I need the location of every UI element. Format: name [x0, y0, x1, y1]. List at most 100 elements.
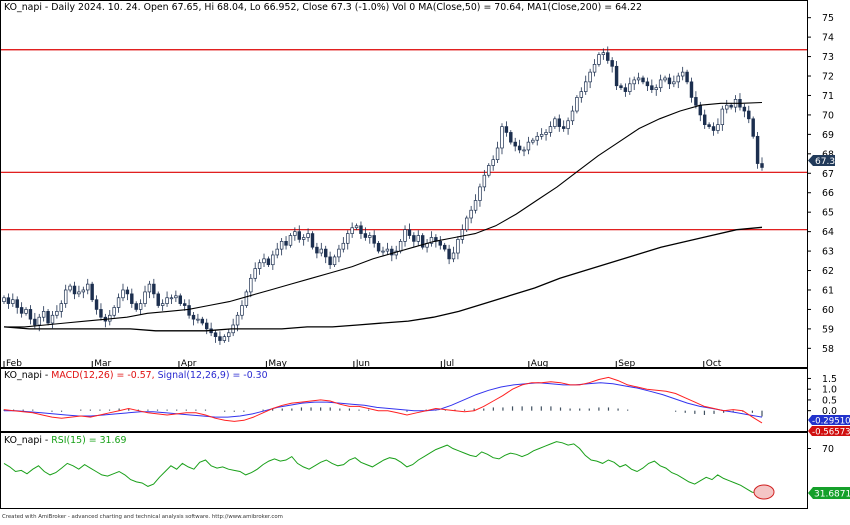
- candle-body-up: [24, 309, 28, 314]
- candle: [407, 223, 412, 239]
- month-label: May: [268, 359, 287, 369]
- candle: [702, 109, 707, 129]
- candle: [262, 253, 266, 268]
- candle: [689, 77, 694, 103]
- candle-body-down: [315, 246, 319, 254]
- candle-body-up: [456, 239, 460, 254]
- month-label: Feb: [6, 359, 22, 369]
- candle-body-down: [509, 132, 513, 143]
- price-tick-label: 60: [822, 305, 834, 316]
- candle-body-down: [328, 256, 332, 266]
- candle-body-up: [41, 311, 46, 318]
- candle-body-up: [108, 314, 112, 322]
- candle: [288, 233, 293, 248]
- price-tick-label: 61: [822, 285, 834, 296]
- candle-body-down: [363, 233, 368, 238]
- candle: [125, 286, 130, 301]
- candle-body-down: [711, 126, 716, 131]
- candle-body-down: [130, 293, 134, 304]
- candle: [676, 72, 680, 89]
- candle: [548, 121, 553, 137]
- candle: [368, 232, 372, 244]
- candle-body-down: [191, 314, 196, 320]
- month-label: Aug: [531, 359, 549, 369]
- candle: [645, 77, 650, 91]
- candle-body-up: [716, 124, 720, 131]
- candle-body-up: [495, 147, 500, 161]
- candle-body-up: [59, 303, 64, 312]
- candle: [561, 120, 566, 132]
- signal-readout: Signal(12,26,9) = -0.30: [158, 370, 268, 381]
- month-label: Apr: [181, 359, 197, 369]
- candle-body-down: [200, 318, 205, 324]
- candle-body-down: [729, 104, 733, 108]
- candle: [346, 230, 350, 250]
- price-header: KO_napi - Daily 2024. 10. 24. Open 67.65…: [4, 2, 642, 13]
- candle: [469, 205, 473, 224]
- candle-body-up: [403, 229, 407, 242]
- candle-body-down: [610, 60, 614, 67]
- candle: [77, 285, 81, 298]
- candle-body-up: [658, 79, 663, 89]
- candle-body-down: [359, 225, 363, 234]
- moving-average-lines: [3, 101, 763, 332]
- candle-body-down: [606, 52, 610, 61]
- candle: [707, 122, 711, 129]
- candle-body-down: [685, 71, 689, 83]
- last-price-tag-shape: [808, 155, 835, 166]
- price-tick-label: 75: [822, 13, 834, 24]
- candle: [2, 295, 6, 304]
- candle-body-up: [663, 77, 667, 81]
- candle-body-up: [279, 241, 284, 250]
- candle-body-up: [368, 235, 372, 238]
- date-axis: Feb Mar Apr May Jun Jul Aug Sep Oct: [3, 359, 722, 369]
- candle-body-down: [33, 318, 37, 326]
- candle-body-down: [90, 283, 94, 301]
- signal-value-tag-text: -0.29510: [812, 417, 850, 427]
- candle-body-down: [218, 336, 222, 341]
- price-tick-label: 58: [822, 344, 834, 355]
- ma50-line: [4, 101, 763, 328]
- candle-body-up: [249, 277, 253, 293]
- candle-body-down: [15, 299, 19, 308]
- candle: [94, 295, 99, 315]
- footer-credit: Created with AmiBroker - advanced charti…: [2, 514, 283, 520]
- candle-body-up: [293, 231, 297, 236]
- candle: [271, 250, 275, 270]
- candle-body-up: [55, 311, 59, 316]
- candle-body-down: [619, 85, 623, 89]
- price-tick-label: 73: [822, 52, 834, 63]
- candle-body-up: [469, 209, 473, 219]
- candle-body-up: [11, 299, 15, 304]
- candle-body-down: [447, 248, 451, 260]
- candle: [90, 281, 94, 303]
- candle: [742, 103, 747, 118]
- candle-body-down: [213, 332, 218, 338]
- candle-body-up: [579, 91, 584, 98]
- candle: [526, 136, 531, 155]
- candle: [491, 155, 495, 171]
- candle-body-up: [350, 227, 354, 234]
- macd-tick-label: 1.5: [822, 374, 837, 385]
- macd-line: [3, 376, 763, 424]
- candle-body-up: [566, 120, 570, 129]
- candle-body-up: [500, 126, 504, 149]
- candle: [63, 284, 68, 308]
- candle-body-up: [262, 258, 266, 264]
- candle-body-down: [156, 293, 160, 306]
- macd-pane-frame: [0, 368, 808, 432]
- candle: [385, 242, 390, 255]
- candle-body-up: [271, 254, 275, 266]
- candle-body-down: [407, 229, 412, 236]
- candle-body-up: [121, 289, 125, 299]
- candle: [323, 245, 328, 264]
- candle-body-up: [385, 248, 390, 252]
- candle: [487, 163, 491, 178]
- macd-axis: 1.51.00.50.0: [807, 374, 837, 417]
- price-tick-label: 62: [822, 266, 834, 277]
- candle: [429, 231, 434, 247]
- candle: [601, 48, 606, 60]
- ma200-line: [3, 226, 763, 332]
- last-price-tag: 67.3: [808, 155, 835, 167]
- candle: [235, 311, 240, 332]
